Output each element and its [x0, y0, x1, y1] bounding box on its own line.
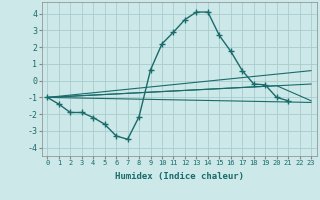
X-axis label: Humidex (Indice chaleur): Humidex (Indice chaleur): [115, 172, 244, 181]
